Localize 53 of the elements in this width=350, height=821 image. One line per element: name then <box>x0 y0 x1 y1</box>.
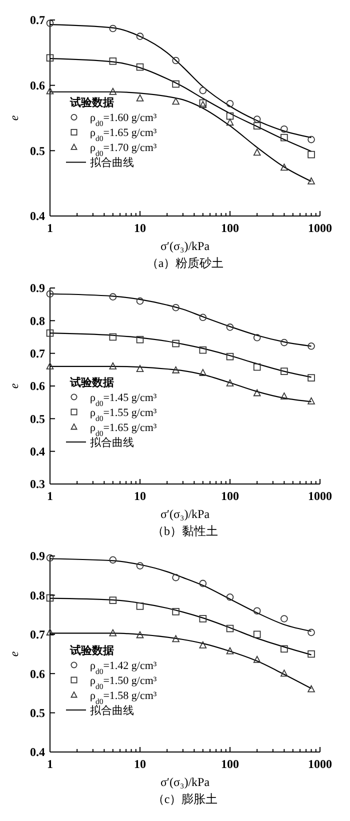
x-tick-label: 1000 <box>308 221 332 235</box>
y-tick-label: 0.8 <box>30 314 45 328</box>
x-tick-label: 1 <box>47 757 53 771</box>
y-tick-label: 0.9 <box>30 281 45 296</box>
legend-label: ρ$_{d0}$=1.55 g/cm³ <box>90 407 158 422</box>
y-tick-label: 0.7 <box>30 13 45 28</box>
y-tick-label: 0.6 <box>30 379 45 394</box>
x-axis-title: σ′(σ₃)/kPa <box>160 775 210 789</box>
legend-title: 试验数据 <box>69 376 114 389</box>
y-tick-label: 0.3 <box>30 477 45 492</box>
x-tick-label: 10 <box>134 489 146 503</box>
legend-label: ρ$_{d0}$=1.60 g/cm³ <box>90 112 158 128</box>
legend-label: 拟合曲线 <box>90 704 134 717</box>
y-axis-title: e <box>7 382 21 389</box>
x-tick-label: 100 <box>221 221 239 235</box>
x-tick-label: 1 <box>47 489 53 503</box>
x-axis-title: σ′(σ₃)/kPa <box>160 239 210 253</box>
y-axis-title: e <box>7 650 21 657</box>
legend-title: 试验数据 <box>69 644 114 657</box>
y-tick-label: 0.4 <box>30 209 45 224</box>
x-tick-label: 1000 <box>308 489 332 503</box>
x-tick-label: 10 <box>134 221 146 235</box>
y-tick-label: 0.6 <box>30 666 45 681</box>
y-tick-label: 0.5 <box>30 144 45 158</box>
legend-label: ρ$_{d0}$=1.42 g/cm³ <box>90 660 158 676</box>
x-tick-label: 100 <box>221 489 239 503</box>
y-tick-label: 0.7 <box>30 628 45 642</box>
x-tick-label: 1 <box>47 221 53 235</box>
y-tick-label: 0.9 <box>30 549 45 564</box>
y-tick-label: 0.7 <box>30 346 45 361</box>
y-tick-label: 0.5 <box>30 706 45 720</box>
x-tick-label: 100 <box>221 757 239 771</box>
y-tick-label: 0.8 <box>30 588 45 602</box>
y-tick-label: 0.4 <box>30 745 45 760</box>
text: （b）黏性土 <box>152 524 218 538</box>
text: （c）膨胀土 <box>152 792 218 806</box>
legend-label: ρ$_{d0}$=1.65 g/cm³ <box>90 127 158 143</box>
legend-label: ρ$_{d0}$=1.58 g/cm³ <box>90 690 158 706</box>
legend-label: ρ$_{d0}$=1.50 g/cm³ <box>90 675 158 690</box>
legend-label: 拟合曲线 <box>90 156 134 170</box>
text: （a）粉质砂土 <box>146 256 224 270</box>
legend-title: 试验数据 <box>69 96 114 110</box>
legend-label: ρ$_{d0}$=1.65 g/cm³ <box>90 422 158 438</box>
x-tick-label: 10 <box>134 757 146 771</box>
y-axis-title: e <box>7 114 21 121</box>
x-axis-title: σ′(σ₃)/kPa <box>160 507 210 521</box>
legend-label: ρ$_{d0}$=1.45 g/cm³ <box>90 392 158 408</box>
legend-label: 拟合曲线 <box>90 436 134 449</box>
x-tick-label: 1000 <box>308 757 332 771</box>
y-tick-label: 0.5 <box>30 412 45 426</box>
legend-label: ρ$_{d0}$=1.70 g/cm³ <box>90 142 158 158</box>
y-tick-label: 0.4 <box>30 444 45 459</box>
y-tick-label: 0.6 <box>30 78 45 93</box>
